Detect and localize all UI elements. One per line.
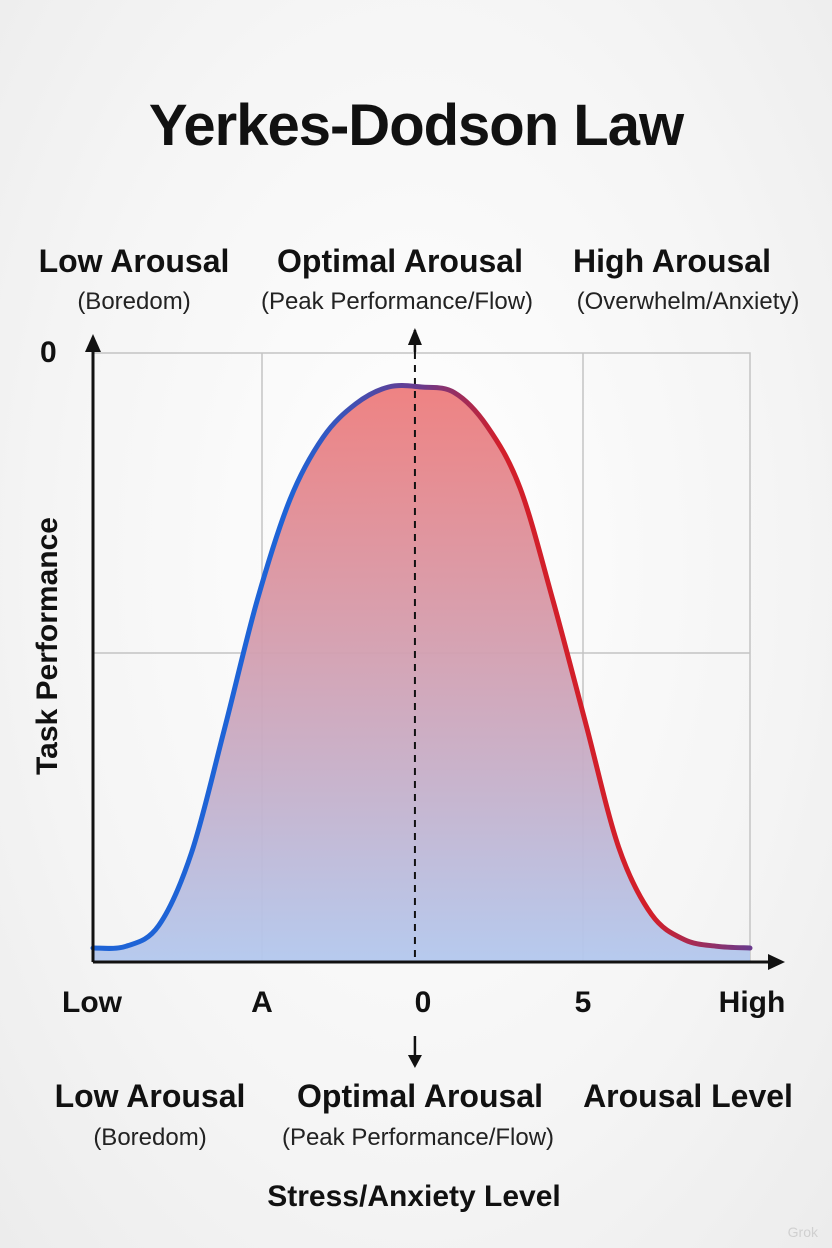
bottom-label-low-arousal: Low Arousal (54, 1078, 246, 1114)
curve-area-fill (93, 385, 750, 962)
bottom-label-arousal-level: Arousal Level (583, 1078, 793, 1114)
performance-curve (90, 383, 753, 951)
bottom-label-optimal-arousal: Optimal Arousal (297, 1078, 543, 1114)
bottom-label-optimal-arousal-subtitle: (Peak Performance/Flow) (281, 1124, 555, 1151)
watermark: Grok (787, 1224, 818, 1240)
top-label-high-arousal: High Arousal (573, 243, 771, 279)
x-tick-five: 5 (574, 986, 592, 1019)
x-tick-a: A (251, 986, 273, 1019)
y-axis-arrow (85, 334, 101, 352)
top-label-optimal-arousal-subtitle: (Peak Performance/Flow) (260, 288, 534, 315)
top-label-optimal-arousal: Optimal Arousal (277, 243, 523, 279)
top-label-low-arousal-subtitle: (Boredom) (77, 288, 191, 315)
y-axis-top-tick: 0 (40, 336, 57, 369)
x-tick-high: High (718, 986, 786, 1019)
top-label-low-arousal: Low Arousal (38, 243, 230, 279)
x-tick-low: Low (62, 986, 122, 1019)
x-axis-arrow (768, 954, 785, 970)
x-tick-zero: 0 (414, 986, 432, 1019)
peak-arrow-down-head (407, 1055, 422, 1068)
chart-title: Yerkes-Dodson Law (148, 93, 684, 158)
peak-arrow-up-head (407, 328, 422, 345)
top-label-high-arousal-subtitle: (Overwhelm/Anxiety) (576, 288, 800, 315)
x-axis-title: Stress/Anxiety Level (267, 1180, 561, 1213)
bottom-label-low-arousal-subtitle: (Boredom) (93, 1124, 207, 1151)
